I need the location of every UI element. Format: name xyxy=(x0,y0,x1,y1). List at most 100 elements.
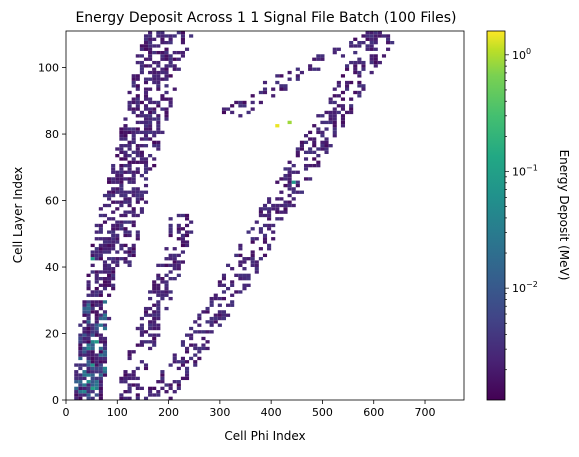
heatmap-cell xyxy=(234,100,239,105)
colorbar-label: Energy Deposit (MeV) xyxy=(557,150,571,281)
heatmap-cell xyxy=(373,37,378,41)
heatmap-cell xyxy=(86,393,91,397)
heatmap-cell xyxy=(160,280,165,284)
heatmap-cell xyxy=(148,346,153,351)
heatmap-cell xyxy=(115,147,120,151)
heatmap-cell xyxy=(148,34,153,38)
heatmap-cell xyxy=(123,380,128,384)
heatmap-cell xyxy=(111,163,116,168)
heatmap-cell xyxy=(357,70,362,75)
heatmap-cell xyxy=(156,127,161,131)
heatmap-cell xyxy=(143,64,149,68)
heatmap-cell xyxy=(98,213,103,218)
heatmap-cell xyxy=(139,154,144,158)
heatmap-cell xyxy=(139,100,144,105)
heatmap-cell xyxy=(303,150,309,154)
heatmap-cell xyxy=(361,67,366,71)
heatmap-cell xyxy=(238,263,243,268)
heatmap-cell xyxy=(156,77,161,81)
heatmap-cell xyxy=(369,57,374,61)
heatmap-cell xyxy=(119,150,124,154)
heatmap-cell xyxy=(184,350,190,354)
heatmap-cell xyxy=(127,353,132,357)
heatmap-cell xyxy=(131,193,136,198)
heatmap-cell xyxy=(369,70,374,75)
heatmap-cell xyxy=(90,306,95,311)
heatmap-cell xyxy=(123,373,128,377)
heatmap-cell xyxy=(250,250,255,254)
heatmap-cell xyxy=(262,213,268,218)
heatmap-cell xyxy=(98,353,103,357)
x-tick-label: 200 xyxy=(158,406,179,419)
heatmap-cell xyxy=(340,120,346,125)
heatmap-cell xyxy=(152,280,157,284)
heatmap-cell xyxy=(180,34,185,38)
heatmap-cell xyxy=(369,54,374,58)
heatmap-cell xyxy=(127,247,132,251)
heatmap-cell xyxy=(156,393,161,397)
heatmap-cell xyxy=(111,270,116,274)
heatmap-cell xyxy=(217,283,222,287)
heatmap-cell xyxy=(131,350,136,354)
heatmap-cell xyxy=(308,67,313,71)
heatmap-cell xyxy=(94,280,99,284)
heatmap-cell xyxy=(148,31,153,35)
heatmap-cell xyxy=(164,74,169,78)
heatmap-cell xyxy=(123,190,128,194)
heatmap-cell xyxy=(102,270,108,274)
heatmap-cell xyxy=(324,144,329,148)
heatmap-cell xyxy=(172,360,177,364)
heatmap-cell xyxy=(332,114,337,118)
heatmap-cell xyxy=(119,380,124,384)
heatmap-cell xyxy=(86,286,91,291)
heatmap-cell xyxy=(262,240,268,244)
heatmap-cell xyxy=(299,140,304,145)
heatmap-cell xyxy=(90,353,95,357)
heatmap-cell xyxy=(107,250,112,254)
heatmap-cell xyxy=(127,390,132,394)
heatmap-cell xyxy=(98,303,103,307)
heatmap-cell xyxy=(119,203,124,208)
heatmap-cell xyxy=(86,280,91,284)
heatmap-cell xyxy=(98,247,103,251)
heatmap-cell xyxy=(320,147,325,151)
heatmap-cell xyxy=(160,263,165,268)
heatmap-cell xyxy=(115,154,120,158)
heatmap-cell xyxy=(123,396,128,400)
heatmap-cell xyxy=(127,233,132,238)
heatmap-cell xyxy=(312,124,317,128)
heatmap-cell xyxy=(123,177,128,181)
heatmap-cell xyxy=(135,94,140,98)
heatmap-cell xyxy=(242,100,247,105)
heatmap-cell xyxy=(250,257,255,261)
heatmap-cell xyxy=(139,60,144,65)
heatmap-cell xyxy=(246,283,251,287)
heatmap-cell xyxy=(86,336,91,341)
heatmap-cell xyxy=(123,193,128,198)
heatmap-cell xyxy=(291,203,296,208)
heatmap-cell xyxy=(78,393,83,397)
heatmap-cell xyxy=(164,97,169,101)
heatmap-cell xyxy=(152,74,157,78)
heatmap-cell xyxy=(86,313,91,317)
heatmap-cell xyxy=(295,147,300,151)
heatmap-cell xyxy=(139,157,144,161)
heatmap-cell xyxy=(316,57,321,61)
heatmap-cell xyxy=(332,110,337,115)
heatmap-cell xyxy=(184,223,190,228)
heatmap-cell xyxy=(90,250,95,254)
heatmap-cell xyxy=(131,134,136,138)
heatmap-cell xyxy=(365,34,370,38)
heatmap-cell xyxy=(143,340,149,344)
heatmap-cell xyxy=(242,277,247,281)
heatmap-cell xyxy=(193,360,198,364)
heatmap-cell xyxy=(320,144,325,148)
heatmap-cell xyxy=(135,150,140,154)
heatmap-cell xyxy=(148,393,153,397)
heatmap-cell xyxy=(123,144,128,148)
heatmap-cell xyxy=(127,376,132,381)
heatmap-cell xyxy=(262,80,268,85)
heatmap-cell xyxy=(238,253,243,258)
heatmap-cell xyxy=(168,74,173,78)
heatmap-cell xyxy=(205,306,210,311)
